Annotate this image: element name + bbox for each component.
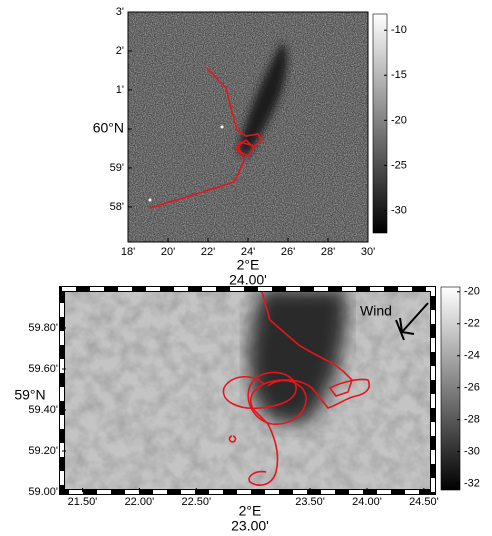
x-tick-label: 21.50' xyxy=(68,496,98,508)
x-tick-label: 22.00' xyxy=(125,496,155,508)
colorbar-tick-label: -10 xyxy=(391,24,407,36)
y-tick-label: 1' xyxy=(116,84,124,96)
y-tick-label: 59' xyxy=(110,162,124,174)
y-tick-label: 59.20' xyxy=(28,445,58,457)
x-axis-label: 23.00' xyxy=(231,518,269,534)
colorbar-tick-label: -25 xyxy=(391,159,407,171)
colorbar-tick-label: -30 xyxy=(391,204,407,216)
x-tick-label: 26' xyxy=(281,246,295,258)
y-tick-label: 2' xyxy=(116,45,124,57)
colorbar xyxy=(440,286,461,491)
colorbar-tick-label: -30 xyxy=(464,446,480,458)
annotation: Wind xyxy=(360,303,392,319)
colorbar-tick-label: -20 xyxy=(391,114,407,126)
colorbar-tick-label: -24 xyxy=(464,350,480,362)
x-axis-label: 2°E xyxy=(239,503,262,519)
x-tick-label: 22' xyxy=(201,246,215,258)
panel-bottom-image xyxy=(62,289,433,492)
colorbar-tick-label: -22 xyxy=(464,318,480,330)
y-tick-label: 3' xyxy=(116,6,124,18)
x-tick-label: 22.50' xyxy=(181,496,211,508)
frame-checker xyxy=(60,287,435,494)
x-tick-label: 28' xyxy=(321,246,335,258)
x-tick-label: 24.00' xyxy=(352,496,382,508)
colorbar xyxy=(372,13,388,234)
y-tick-label: 60°N xyxy=(93,120,124,136)
x-axis-label: 2°E xyxy=(237,257,260,273)
x-axis-label: 24.00' xyxy=(229,272,267,288)
y-axis-label: 59°N xyxy=(14,387,45,403)
y-tick-label: 59.40' xyxy=(28,404,58,416)
x-tick-label: 23.50' xyxy=(295,496,325,508)
y-tick-label: 58' xyxy=(110,201,124,213)
colorbar-tick-label: -28 xyxy=(464,414,480,426)
colorbar-tick-label: -20 xyxy=(464,286,480,298)
x-tick-label: 30' xyxy=(361,246,375,258)
colorbar-tick-label: -15 xyxy=(391,69,407,81)
panel-top-image xyxy=(128,12,368,242)
colorbar-tick-label: -26 xyxy=(464,382,480,394)
colorbar-tick-label: -32 xyxy=(464,478,480,490)
x-tick-label: 20' xyxy=(161,246,175,258)
y-tick-label: 59.00' xyxy=(28,486,58,498)
wind-arrow xyxy=(395,302,429,341)
x-tick-label: 24' xyxy=(241,246,255,258)
y-tick-label: 59.80' xyxy=(28,322,58,334)
x-tick-label: 24.50' xyxy=(409,496,439,508)
y-tick-label: 59.60' xyxy=(28,363,58,375)
x-tick-label: 18' xyxy=(121,246,135,258)
